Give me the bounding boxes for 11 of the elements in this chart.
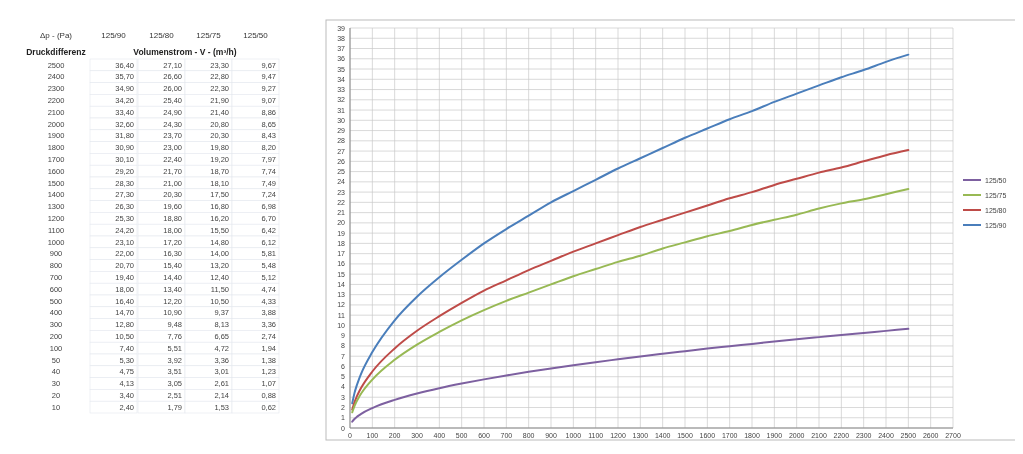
text: Δp - (Pa) <box>39 31 73 40</box>
x-tick-label: 125/75 <box>196 31 222 40</box>
line-series <box>351 53 910 405</box>
x-tick-label: 125/50 <box>243 31 269 40</box>
text: Volumenstrom - V - (m³/h) <box>133 47 237 57</box>
x-tick-label: 125/80 <box>149 31 175 40</box>
x-tick-label: 125/90 <box>101 31 127 40</box>
text: Druckdifferenz <box>26 47 86 57</box>
line-series <box>351 188 910 414</box>
line-series <box>351 327 910 423</box>
line-series <box>351 149 910 411</box>
